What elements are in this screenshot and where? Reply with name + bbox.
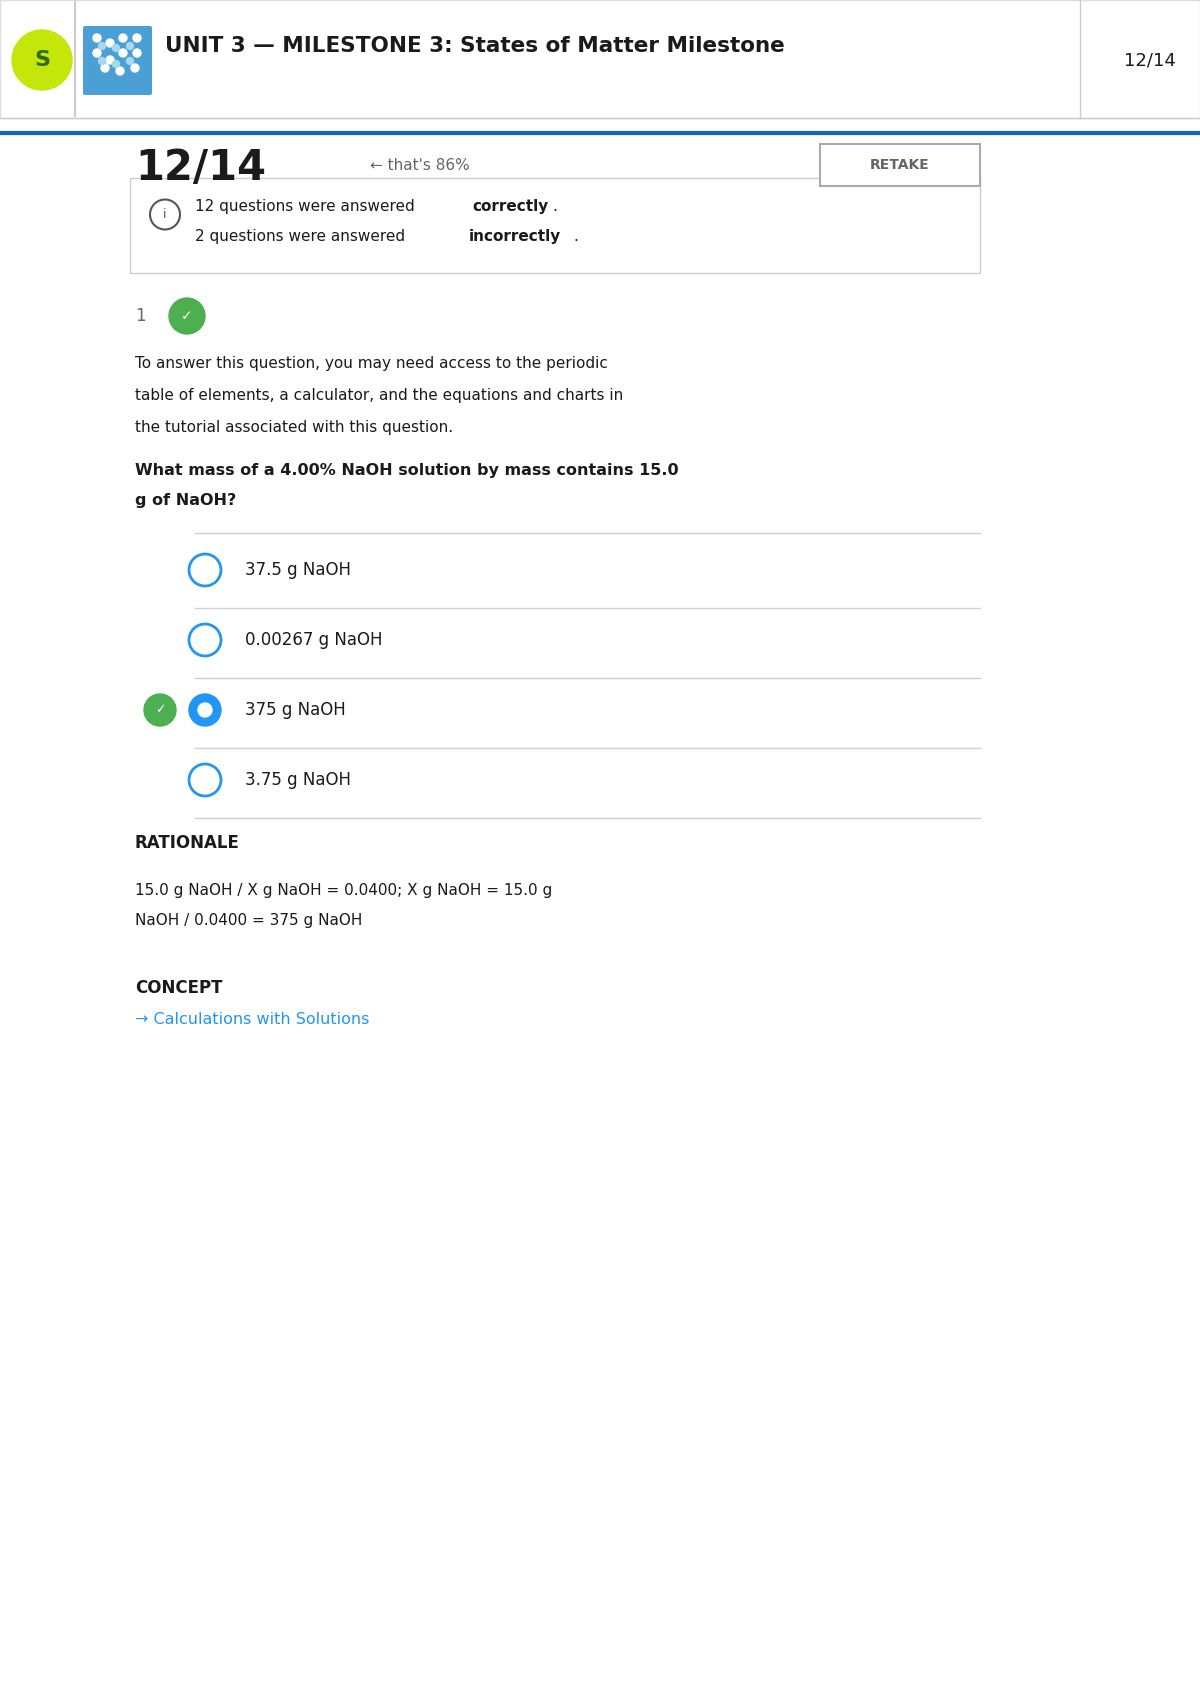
Text: incorrectly: incorrectly [469, 229, 562, 243]
FancyBboxPatch shape [130, 178, 980, 273]
Text: 15.0 g NaOH / X g NaOH = 0.0400; X g NaOH = 15.0 g: 15.0 g NaOH / X g NaOH = 0.0400; X g NaO… [134, 883, 552, 898]
Text: UNIT 3 — MILESTONE 3: States of Matter Milestone: UNIT 3 — MILESTONE 3: States of Matter M… [166, 36, 785, 56]
Circle shape [144, 694, 176, 727]
Text: 375 g NaOH: 375 g NaOH [245, 701, 346, 718]
Circle shape [98, 58, 106, 65]
Circle shape [169, 299, 205, 335]
Text: i: i [163, 207, 167, 221]
Circle shape [119, 49, 127, 58]
Circle shape [113, 61, 120, 68]
FancyBboxPatch shape [820, 144, 980, 187]
Circle shape [119, 34, 127, 42]
Text: CONCEPT: CONCEPT [134, 980, 222, 997]
Text: 3.75 g NaOH: 3.75 g NaOH [245, 771, 352, 790]
Circle shape [116, 66, 124, 75]
Text: RATIONALE: RATIONALE [134, 834, 240, 852]
Text: NaOH / 0.0400 = 375 g NaOH: NaOH / 0.0400 = 375 g NaOH [134, 912, 362, 927]
Circle shape [126, 58, 133, 65]
Circle shape [106, 39, 114, 48]
Text: .: . [574, 229, 578, 243]
Text: ✓: ✓ [181, 309, 193, 323]
Text: .: . [552, 199, 557, 214]
Text: 2 questions were answered: 2 questions were answered [194, 229, 410, 243]
Circle shape [133, 34, 142, 42]
Circle shape [98, 42, 106, 49]
Text: RETAKE: RETAKE [870, 158, 930, 171]
Text: 1: 1 [134, 307, 145, 324]
FancyBboxPatch shape [83, 25, 152, 95]
Circle shape [198, 703, 212, 717]
Text: To answer this question, you may need access to the periodic: To answer this question, you may need ac… [134, 355, 608, 370]
Text: → Calculations with Solutions: → Calculations with Solutions [134, 1012, 370, 1027]
Circle shape [94, 49, 101, 58]
Text: correctly: correctly [472, 199, 548, 214]
Text: 12/14: 12/14 [134, 148, 266, 188]
Circle shape [126, 42, 133, 49]
Text: 12/14: 12/14 [1124, 51, 1176, 70]
Circle shape [106, 56, 114, 65]
Circle shape [113, 44, 120, 51]
Text: S: S [34, 49, 50, 70]
Circle shape [188, 694, 221, 727]
Text: 37.5 g NaOH: 37.5 g NaOH [245, 560, 352, 579]
Text: 12 questions were answered: 12 questions were answered [194, 199, 420, 214]
Circle shape [12, 31, 72, 90]
Text: 0.00267 g NaOH: 0.00267 g NaOH [245, 632, 383, 649]
Text: ✓: ✓ [155, 703, 166, 717]
Circle shape [94, 34, 101, 42]
Circle shape [131, 65, 139, 71]
Text: ← that's 86%: ← that's 86% [370, 158, 469, 173]
Text: What mass of a 4.00% NaOH solution by mass contains 15.0: What mass of a 4.00% NaOH solution by ma… [134, 462, 679, 477]
Text: g of NaOH?: g of NaOH? [134, 492, 236, 508]
Circle shape [133, 49, 142, 58]
Text: the tutorial associated with this question.: the tutorial associated with this questi… [134, 419, 454, 435]
FancyBboxPatch shape [0, 0, 1200, 117]
Text: table of elements, a calculator, and the equations and charts in: table of elements, a calculator, and the… [134, 387, 623, 402]
Circle shape [101, 65, 109, 71]
